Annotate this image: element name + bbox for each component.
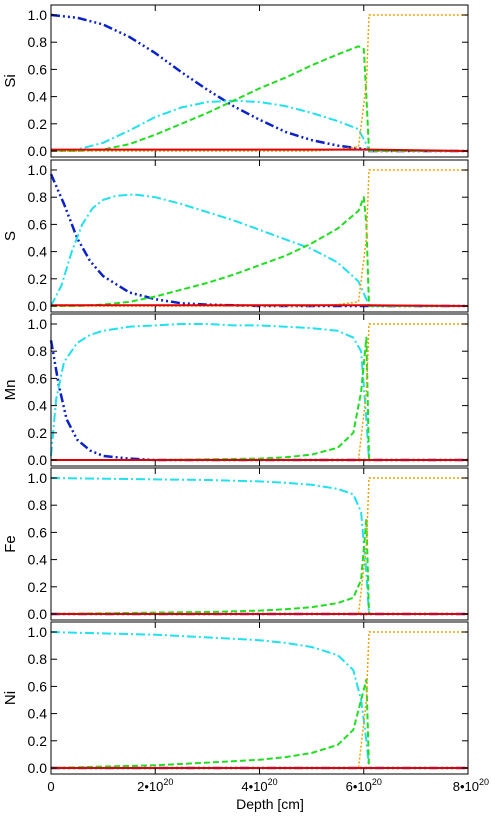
y-tick-label: 0.2 [28, 579, 48, 595]
y-tick-label: 0.4 [28, 244, 48, 260]
panel-y-label: S [2, 231, 19, 241]
y-tick-label: 1.0 [28, 624, 48, 640]
x-tick-label: 4•1020 [241, 777, 277, 794]
y-tick-label: 0.8 [28, 497, 48, 513]
y-tick-label: 0.6 [28, 216, 48, 232]
panel-frame [50, 4, 469, 158]
y-tick-label: 0.8 [28, 189, 48, 205]
y-tick-label: 0.6 [28, 678, 48, 694]
panel-mn: 0.0 0.2 0.4 0.6 0.8 1.0 Mn [2, 313, 469, 468]
series-blue-line [49, 173, 468, 308]
x-tick-label: 2•1020 [137, 777, 173, 794]
y-tick-label: 0.6 [28, 370, 48, 386]
panel-y-label: Ni [2, 691, 19, 705]
series-orange-line [51, 631, 468, 769]
x-tick-label: 8•1020 [453, 777, 489, 794]
x-axis-label: Depth [cm] [236, 796, 304, 812]
y-tick-label: 0.0 [28, 298, 48, 314]
series-cyan-line [50, 631, 468, 769]
series-cyan-line [50, 477, 468, 615]
series-blue-line [49, 340, 468, 462]
panel-frame [50, 313, 469, 467]
y-tick-label: 1.0 [28, 316, 48, 332]
y-tick-label: 0.2 [28, 271, 48, 287]
y-tick-label: 0.4 [28, 398, 48, 414]
y-tick-label: 0.2 [28, 116, 48, 132]
y-tick-label: 0.2 [28, 733, 48, 749]
panel-ni: 0.0 0.2 0.4 0.6 0.8 1.0 Ni [2, 621, 469, 776]
y-tick-label: 0.2 [28, 425, 48, 441]
y-tick-label: 0.6 [28, 524, 48, 540]
panel-frame [50, 467, 469, 621]
series-green-line [50, 517, 468, 615]
panel-y-label: Si [2, 74, 19, 87]
y-tick-label: 0.8 [28, 343, 48, 359]
series-orange-line [51, 169, 468, 307]
panel-fe: 0.0 0.2 0.4 0.6 0.8 1.0 Fe [2, 467, 469, 622]
series-cyan-line [50, 193, 468, 307]
panel-si: 0.0 0.2 0.4 0.6 0.8 1.0 Si [2, 4, 469, 159]
panel-frame [50, 159, 469, 313]
y-tick-label: 0.4 [28, 89, 48, 105]
y-tick-label: 0.0 [28, 606, 48, 622]
y-tick-label: 0.6 [28, 61, 48, 77]
y-tick-label: 1.0 [28, 162, 48, 178]
y-tick-label: 1.0 [28, 7, 48, 23]
y-tick-label: 0.4 [28, 706, 48, 722]
x-axis: 0 2•1020 4•1020 6•1020 8•1020 [47, 777, 489, 794]
y-tick-label: 1.0 [28, 470, 48, 486]
y-tick-label: 0.8 [28, 34, 48, 50]
series-cyan-line [50, 99, 468, 152]
series-blue-line [50, 13, 468, 153]
series-orange-line [51, 14, 468, 152]
series-orange-line [51, 323, 468, 461]
series-orange-line [51, 477, 468, 615]
panel-s: 0.0 0.2 0.4 0.6 0.8 1.0 S [2, 159, 469, 314]
y-tick-label: 0.0 [28, 452, 48, 468]
panel-y-label: Mn [2, 380, 19, 401]
series-green-line [51, 196, 468, 307]
series-cyan-line [50, 323, 468, 461]
y-tick-label: 0.0 [28, 760, 48, 776]
series-green-line [51, 45, 468, 152]
panel-frame [50, 621, 469, 775]
panel-y-label: Fe [2, 535, 19, 553]
y-tick-label: 0.8 [28, 651, 48, 667]
series-green-line [50, 678, 468, 769]
series-green-line [51, 336, 468, 461]
series-red-line [51, 304, 469, 307]
chart-panels: 0.00.20.40.60.81.0Si0.00.20.40.60.81.0S0… [2, 4, 469, 776]
x-tick-label: 6•1020 [346, 777, 382, 794]
series-red-line [51, 148, 469, 152]
y-tick-label: 0.4 [28, 552, 48, 568]
x-tick-label: 0 [47, 779, 54, 794]
y-tick-label: 0.0 [28, 143, 48, 159]
